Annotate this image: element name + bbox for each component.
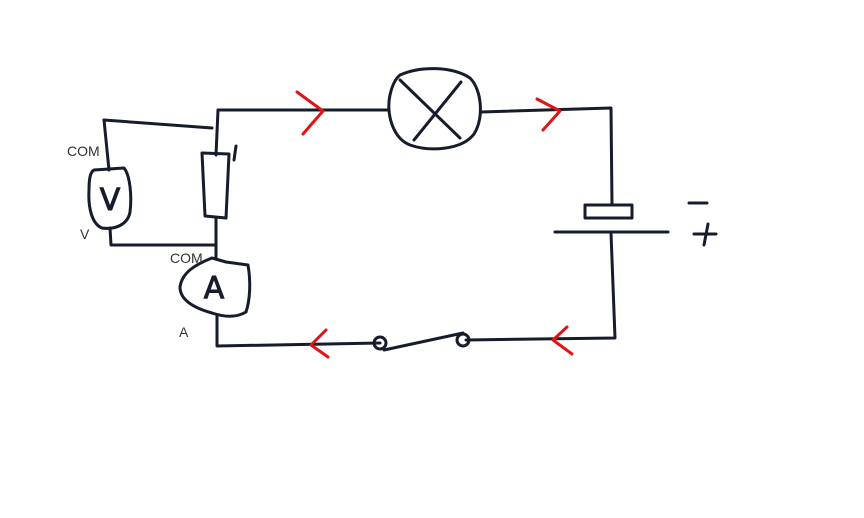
current-arrow-top-right: [535, 97, 562, 132]
voltmeter-letter: V: [100, 183, 121, 218]
resistor: [200, 144, 238, 220]
voltmeter-wire-bottom: [108, 226, 218, 247]
switch-lever: [382, 331, 465, 352]
switch: [372, 331, 471, 352]
voltmeter-body: [87, 166, 133, 230]
bottom-wire-left: [215, 314, 382, 348]
battery-negative-plate: [583, 203, 634, 220]
current-arrow-bottom-right: [551, 325, 574, 356]
ammeter: A: [178, 256, 252, 318]
left-wire-upper: [214, 108, 220, 157]
lamp-cross-2: [412, 80, 463, 142]
ammeter-com-label: COM: [170, 250, 203, 266]
ammeter-a-label: A: [179, 324, 189, 340]
voltmeter-wire-top: [102, 118, 214, 130]
ammeter-letter: A: [204, 271, 225, 306]
current-arrow-bottom-left: [309, 328, 330, 359]
switch-contact-left: [372, 335, 388, 351]
battery-positive-sign: [692, 222, 718, 247]
right-wire-lower: [464, 231, 617, 342]
lamp-cross-1: [398, 78, 462, 140]
lamp: [387, 67, 482, 151]
ammeter-body: [178, 256, 252, 318]
voltmeter-wire-com: [102, 118, 111, 172]
voltmeter-v-label: V: [80, 226, 90, 242]
battery: [553, 203, 670, 234]
voltmeter-com-label: COM: [67, 143, 100, 159]
current-arrow-top-left: [295, 90, 325, 136]
top-wire-right: [479, 106, 614, 207]
voltmeter: V: [87, 166, 133, 230]
lamp-circle: [387, 67, 482, 151]
